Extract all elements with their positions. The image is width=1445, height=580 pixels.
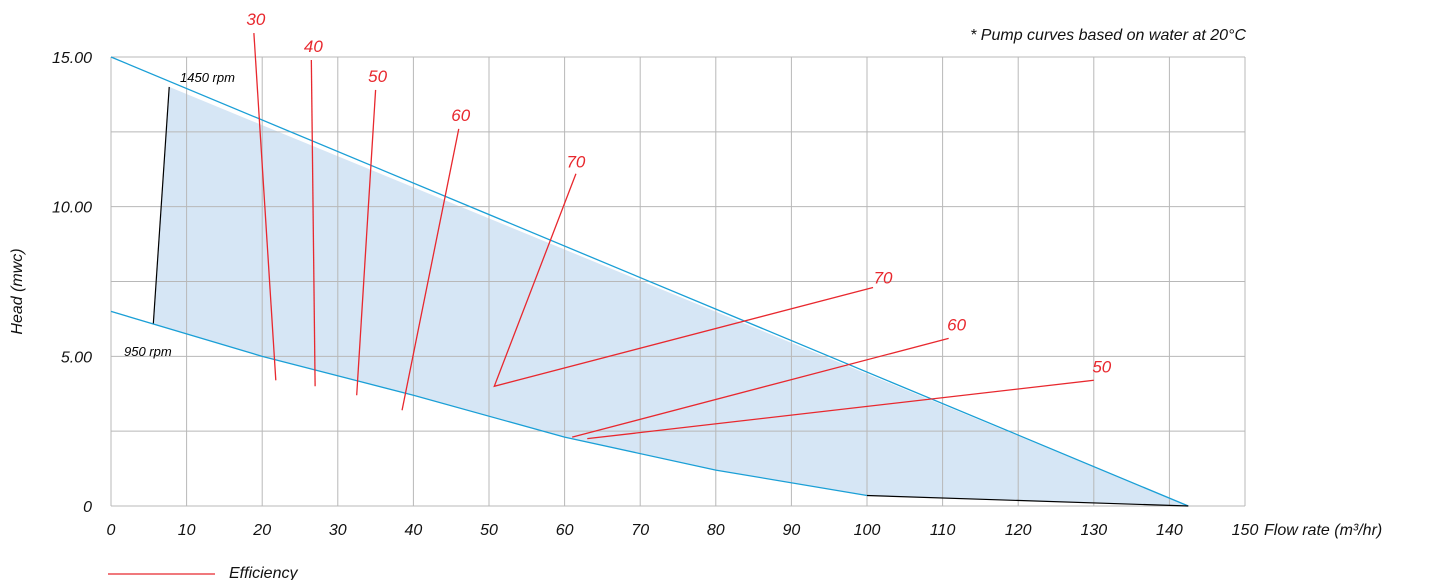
legend-label: Efficiency [229, 565, 298, 580]
x-tick-label: 80 [707, 522, 725, 539]
efficiency-line [587, 379, 1094, 440]
x-tick-label: 70 [631, 522, 649, 539]
efficiency-label: 40 [304, 37, 323, 56]
efficiency-label: 30 [246, 10, 265, 29]
x-tick-label: 50 [480, 522, 498, 539]
x-tick-label: 90 [783, 522, 801, 539]
x-tick-label: 140 [1156, 522, 1183, 539]
x-tick-label: 150 [1232, 522, 1259, 539]
y-tick-label: 15.00 [52, 50, 92, 67]
x-tick-label: 20 [252, 522, 271, 539]
x-tick-label: 120 [1005, 522, 1032, 539]
speed-label: 950 rpm [124, 344, 172, 359]
efficiency-line [356, 89, 377, 396]
efficiency-label: 60 [451, 106, 470, 125]
x-tick-label: 40 [405, 522, 423, 539]
chart-note: * Pump curves based on water at 20°C [970, 27, 1246, 44]
y-tick-label: 10.00 [52, 200, 92, 217]
efficiency-line [401, 128, 460, 411]
x-tick-label: 30 [329, 522, 347, 539]
x-tick-label: 60 [556, 522, 574, 539]
x-tick-label: 0 [107, 522, 116, 539]
efficiency-label: 50 [368, 67, 387, 86]
boundary-line [866, 494, 1189, 507]
speed-label: 1450 rpm [180, 70, 235, 85]
x-tick-label: 10 [178, 522, 196, 539]
efficiency-line [253, 33, 277, 381]
efficiency-line [571, 337, 949, 438]
efficiency-label: 70 [566, 153, 585, 172]
operating-envelope [153, 86, 1189, 506]
y-tick-label: 5.00 [61, 349, 92, 366]
x-tick-label: 100 [854, 522, 881, 539]
pump-curve-line [110, 56, 1189, 507]
grid [110, 56, 1246, 507]
efficiency-line [493, 173, 874, 388]
x-tick-label: 110 [930, 522, 956, 539]
efficiency-line [310, 59, 316, 387]
x-tick-label: 130 [1080, 522, 1107, 539]
efficiency-label: 60 [947, 315, 966, 334]
x-axis-title: Flow rate (m³/hr) [1264, 522, 1382, 539]
pump-curve-line [110, 310, 868, 497]
boundary-line [152, 86, 170, 324]
efficiency-label: 50 [1092, 357, 1111, 376]
efficiency-label: 70 [874, 268, 893, 287]
y-axis-title: Head (mwc) [9, 248, 26, 334]
y-tick-label: 0 [83, 499, 92, 516]
